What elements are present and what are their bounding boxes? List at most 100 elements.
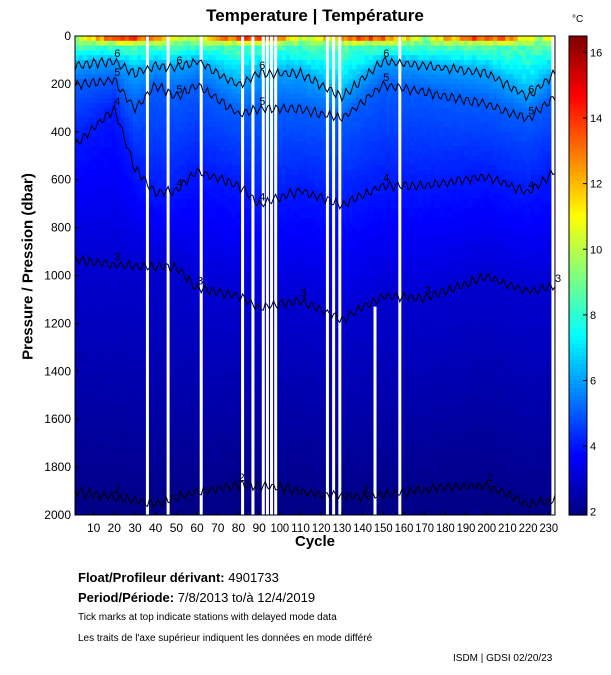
heatmap-cell [186,385,192,391]
heatmap-cell [112,265,117,272]
heatmap-cell [137,74,142,80]
heatmap-cell [79,151,84,157]
heatmap-cell [252,510,258,516]
heatmap-cell [116,103,121,109]
heatmap-cell [79,337,84,344]
heatmap-cell [87,45,92,51]
heatmap-cell [224,309,229,315]
heatmap-cell [79,385,84,391]
heatmap-cell [211,299,217,305]
heatmap-cell [141,107,146,114]
heatmap-cell [219,414,225,420]
heatmap-cell [244,495,250,502]
heatmap-cell [124,93,130,99]
heatmap-cell [108,409,113,415]
heatmap-cell [236,189,241,195]
heatmap-cell [128,400,134,406]
heatmap-cell [228,376,233,382]
heatmap-cell [219,433,225,439]
heatmap-cell [195,294,200,300]
heatmap-cell [83,481,88,487]
heatmap-cell [153,471,159,478]
heatmap-cell [236,309,241,315]
heatmap-cell [132,285,138,291]
heatmap-cell [112,481,117,487]
heatmap-cell [203,280,208,286]
heatmap-cell [178,366,183,372]
heatmap-cell [178,88,183,94]
heatmap-cell [186,356,192,363]
heatmap-cell [120,476,126,482]
heatmap-cell [153,261,159,267]
heatmap-cell [232,55,237,61]
heatmap-cell [141,131,146,138]
heatmap-cell [157,55,163,61]
heatmap-cell [104,486,109,492]
heatmap-cell [161,400,167,406]
heatmap-cell [112,352,117,358]
heatmap-cell [137,280,142,286]
heatmap-cell [182,227,188,233]
heatmap-cell [178,232,183,238]
heatmap-cell [128,251,134,257]
heatmap-cell [132,88,138,94]
heatmap-cell [190,481,196,487]
heatmap-cell [232,414,237,420]
heatmap-cell [257,428,262,435]
heatmap-cell [79,165,84,171]
heatmap-cell [211,160,217,166]
heatmap-cell [211,165,217,171]
heatmap-cell [232,50,237,56]
heatmap-cell [277,98,283,104]
heatmap-cell [153,443,159,449]
heatmap-cell [277,122,283,128]
heatmap-cell [182,347,188,353]
heatmap-cell [75,112,80,118]
heatmap-cell [215,447,221,454]
heatmap-cell [203,103,208,109]
heatmap-cell [87,270,92,276]
heatmap-cell [120,318,126,324]
heatmap-cell [195,380,200,387]
heatmap-cell [236,333,241,339]
heatmap-cell [95,457,101,463]
heatmap-cell [178,313,183,320]
heatmap-cell [244,198,250,205]
heatmap-cell [112,55,117,61]
heatmap-cell [228,251,233,257]
heatmap-cell [203,98,208,104]
heatmap-cell [236,131,241,138]
heatmap-cell [116,380,121,387]
heatmap-cell [215,323,221,329]
heatmap-cell [87,208,92,214]
heatmap-cell [178,438,183,444]
heatmap-cell [108,93,113,99]
heatmap-cell [124,64,130,70]
heatmap-cell [228,69,233,75]
heatmap-cell [244,194,250,200]
heatmap-cell [132,60,138,66]
heatmap-cell [236,443,241,449]
heatmap-cell [157,265,163,272]
heatmap-cell [128,136,134,142]
heatmap-cell [116,222,121,229]
heatmap-cell [195,151,200,157]
heatmap-cell [207,318,212,324]
heatmap-cell [182,457,188,463]
heatmap-cell [99,246,105,253]
heatmap-cell [95,323,101,329]
heatmap-cell [186,98,192,104]
heatmap-cell [219,265,225,272]
heatmap-cell [215,45,221,51]
heatmap-cell [174,222,179,229]
heatmap-cell [174,45,179,51]
heatmap-cell [232,189,237,195]
heatmap-cell [161,50,167,56]
heatmap-cell [186,419,192,425]
heatmap-cell [228,93,233,99]
heatmap-cell [120,122,126,128]
heatmap-cell [91,141,97,147]
heatmap-cell [277,232,283,238]
heatmap-cell [219,447,225,454]
heatmap-cell [141,79,146,85]
